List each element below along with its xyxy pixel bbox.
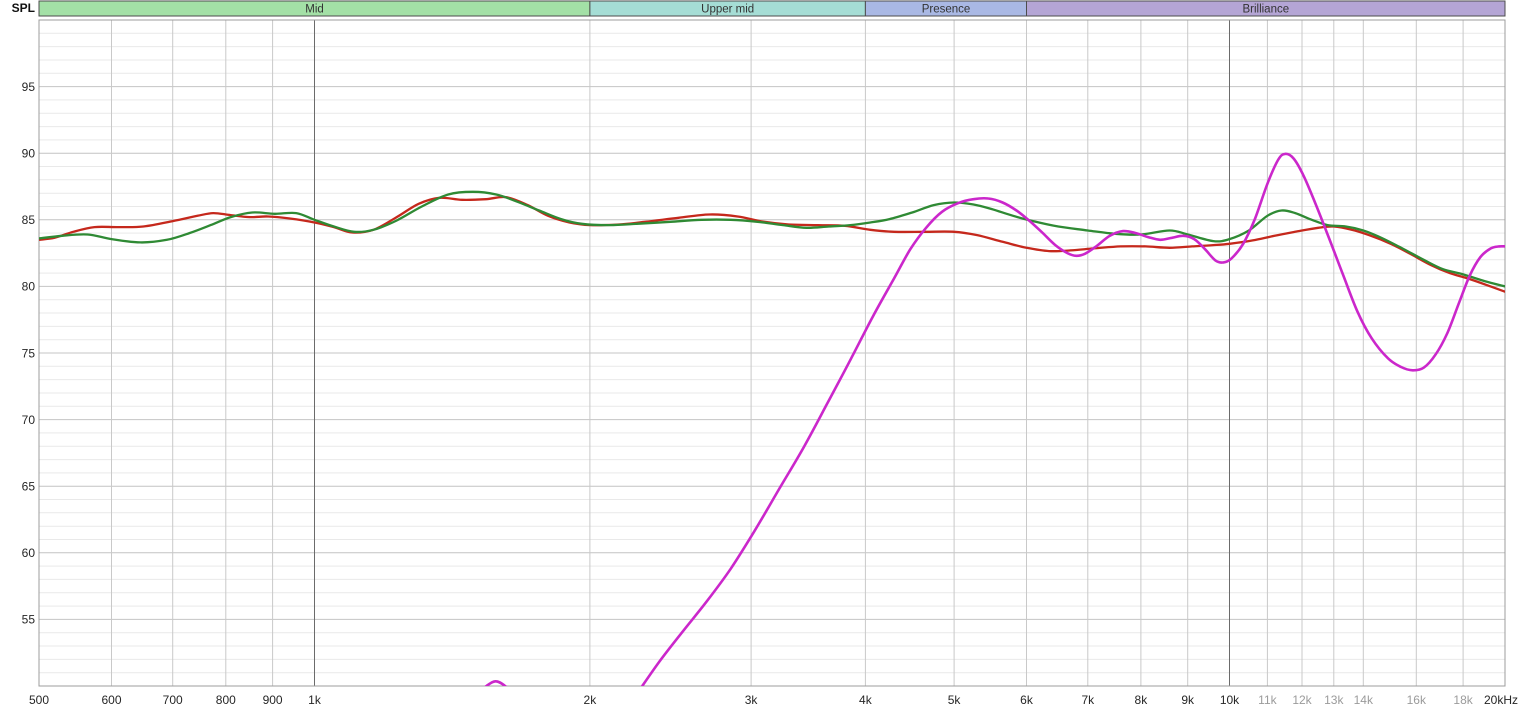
band-label: Brilliance [1242, 4, 1289, 16]
y-tick-label: 95 [22, 80, 36, 94]
x-tick-label: 3k [745, 693, 759, 707]
x-tick-label: 4k [859, 693, 873, 707]
x-tick-label: 5k [948, 693, 962, 707]
y-tick-label: 80 [22, 280, 36, 294]
band-label: Upper mid [701, 4, 754, 16]
grid-horizontal [39, 32, 1505, 674]
x-tick-label: 10k [1220, 693, 1240, 707]
y-tick-label: 70 [22, 413, 36, 427]
x-tick-label: 14k [1354, 693, 1374, 707]
x-tick-label: 6k [1020, 693, 1034, 707]
series-green-curve [39, 190, 1505, 288]
y-tick-label: 75 [22, 346, 36, 360]
series-curves [39, 152, 1505, 686]
spl-axis-label: SPL [11, 1, 35, 15]
band-label: Presence [922, 4, 971, 16]
x-axis-labels: 500 600 700 800 900 1k 2k 3k 4k 5k 6k 7k 8k 9k 10k 11k 1… [29, 693, 1518, 707]
x-tick-label: 1k [308, 693, 322, 707]
y-tick-label: 60 [22, 546, 36, 560]
x-tick-label: 8k [1135, 693, 1149, 707]
x-tick-label: 13k [1324, 693, 1344, 707]
x-tick-label: 11k [1258, 693, 1277, 707]
band-brilliance [1026, 0, 1506, 17]
series-magenta-curve [640, 152, 1505, 686]
x-tick-label: 7k [1081, 693, 1095, 707]
y-tick-label: 85 [22, 213, 36, 227]
x-tick-label: 900 [263, 693, 283, 707]
y-axis-labels: 55 60 65 70 75 80 85 90 95 [22, 80, 36, 627]
x-tick-label: 800 [216, 693, 236, 707]
x-tick-label: 18k [1453, 693, 1473, 707]
x-tick-label: 2k [584, 693, 598, 707]
band-label: Mid [305, 4, 324, 16]
y-tick-label: 65 [22, 480, 36, 494]
x-tick-label: 500 [29, 693, 49, 707]
plot-area [38, 19, 1506, 687]
x-tick-label: 12k [1292, 693, 1312, 707]
x-tick-label: 700 [163, 693, 183, 707]
series-magenta-curve [484, 680, 508, 686]
x-tick-label: 20kHz [1484, 693, 1518, 707]
x-tick-label: 600 [101, 693, 121, 707]
y-tick-label: 55 [22, 613, 36, 627]
x-tick-label: 9k [1181, 693, 1195, 707]
grid-vertical [111, 20, 1464, 686]
y-tick-label: 90 [22, 147, 36, 161]
x-tick-label: 16k [1407, 693, 1427, 707]
